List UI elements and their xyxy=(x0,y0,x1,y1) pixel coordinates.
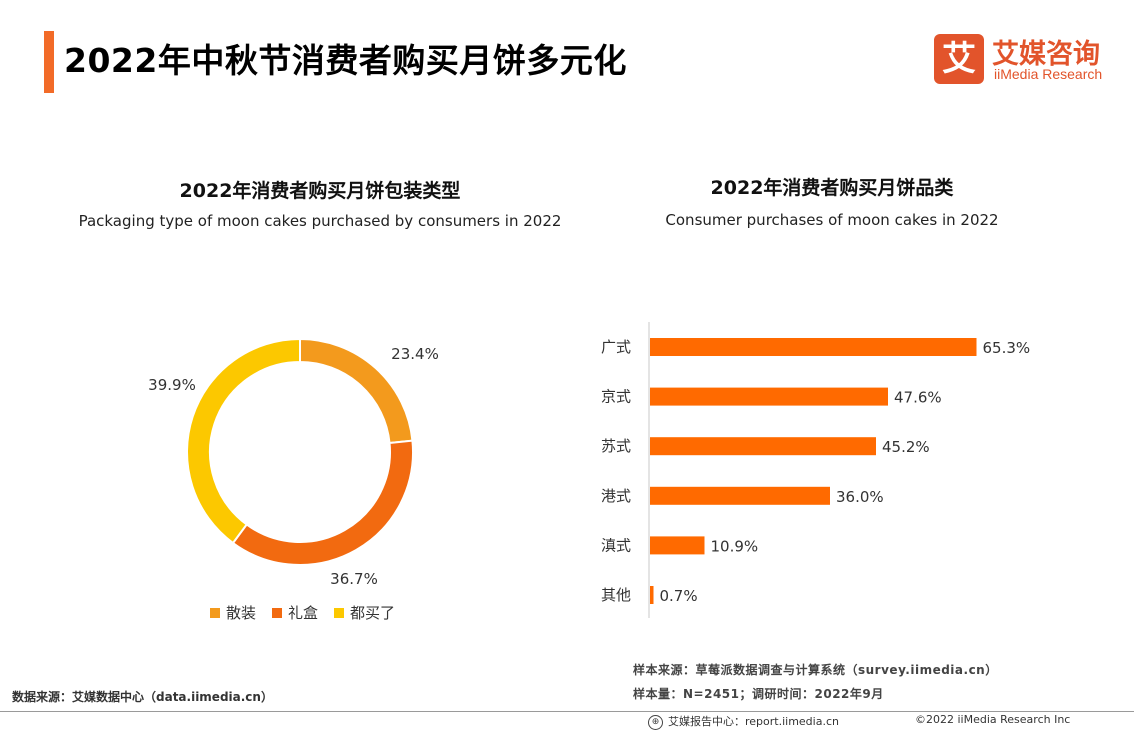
logo-text-en: iiMedia Research xyxy=(994,66,1103,82)
donut-slice-label-3: 39.9% xyxy=(148,376,196,394)
bar-category-label-3: 苏式 xyxy=(601,437,631,455)
page-title: 2022年中秋节消费者购买月饼多元化 xyxy=(64,41,627,80)
title-accent-bar xyxy=(44,31,54,93)
legend-swatch-1 xyxy=(210,608,220,618)
data-source-note: 数据来源：艾媒数据中心（data.iimedia.cn） xyxy=(12,690,273,704)
bar-category-label-2: 京式 xyxy=(601,388,631,406)
bar-category-label-6: 其他 xyxy=(601,586,631,604)
donut-slice-label-1: 23.4% xyxy=(391,345,439,363)
donut-slice-2 xyxy=(231,439,414,566)
legend-label-3: 都买了 xyxy=(350,604,395,622)
bar-category-label-1: 广式 xyxy=(601,338,631,356)
bar-category-label-4: 港式 xyxy=(601,487,631,505)
sample-size-note: 样本量：N=2451；调研时间：2022年9月 xyxy=(633,687,884,701)
copyright-text: ©2022 iiMedia Research Inc xyxy=(915,713,1071,726)
bar-value-label-6: 0.7% xyxy=(660,587,698,605)
bar-chart-subtitle: Consumer purchases of moon cakes in 2022 xyxy=(665,211,999,229)
donut-chart-subtitle: Packaging type of moon cakes purchased b… xyxy=(78,212,562,230)
donut-slice-3 xyxy=(186,337,301,545)
legend-label-2: 礼盒 xyxy=(288,604,318,622)
sample-source-note: 样本来源：草莓派数据调查与计算系统（survey.iimedia.cn） xyxy=(633,663,998,677)
bar-chart-title: 2022年消费者购买月饼品类 xyxy=(710,177,954,199)
bar-5 xyxy=(650,536,705,555)
legend-swatch-2 xyxy=(272,608,282,618)
bar-value-label-3: 45.2% xyxy=(882,438,930,456)
bar-4 xyxy=(650,486,830,505)
logo-mark-icon: 艾 xyxy=(934,34,984,84)
bar-value-label-2: 47.6% xyxy=(894,389,942,407)
bar-1 xyxy=(650,338,977,356)
iimedia-logo: 艾 艾媒咨询 iiMedia Research xyxy=(934,34,1116,86)
donut-slice-label-2: 36.7% xyxy=(330,570,378,588)
report-center-link[interactable]: ⊕ 艾媒报告中心：report.iimedia.cn xyxy=(648,713,839,730)
bar-2 xyxy=(650,387,888,406)
report-center-text: 艾媒报告中心：report.iimedia.cn xyxy=(668,715,839,728)
footer-divider xyxy=(0,711,1134,712)
logo-text-cn: 艾媒咨询 xyxy=(992,39,1100,70)
globe-icon: ⊕ xyxy=(648,714,663,730)
legend-swatch-3 xyxy=(334,608,344,618)
legend-label-1: 散装 xyxy=(226,604,256,622)
bar-value-label-4: 36.0% xyxy=(836,488,884,506)
bar-value-label-1: 65.3% xyxy=(983,339,1031,357)
bar-value-label-5: 10.9% xyxy=(711,537,759,555)
bar-category-label-5: 滇式 xyxy=(601,536,631,554)
bar-6 xyxy=(650,586,654,604)
bar-3 xyxy=(650,437,876,456)
donut-chart-title: 2022年消费者购买月饼包装类型 xyxy=(179,180,461,202)
